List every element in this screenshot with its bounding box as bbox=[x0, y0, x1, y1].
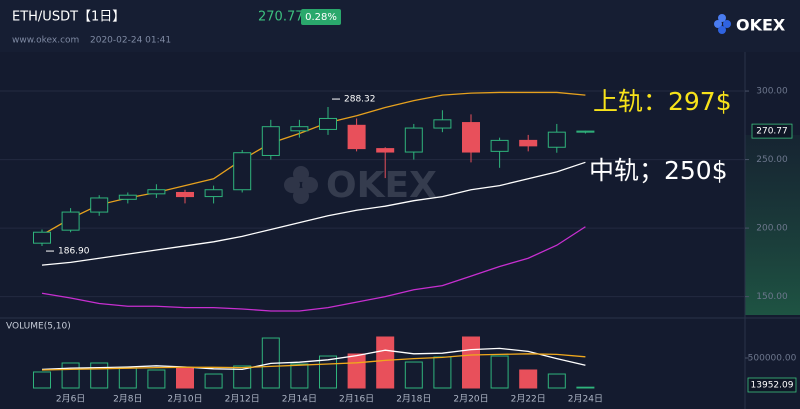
volume-bar bbox=[61, 362, 80, 389]
candle-body bbox=[261, 126, 280, 156]
volume-bar bbox=[118, 367, 137, 389]
min-label: 186.90 bbox=[58, 247, 90, 257]
line bbox=[41, 226, 586, 312]
candle-body bbox=[204, 189, 223, 198]
candle-body bbox=[376, 148, 395, 153]
price-tag-label: 270.77 bbox=[756, 127, 788, 137]
volume-bar bbox=[33, 371, 51, 389]
volume-bar bbox=[547, 373, 566, 389]
x-tick-label: 2月18日 bbox=[396, 394, 431, 405]
x-tick-label: 2月6日 bbox=[56, 394, 85, 405]
price-tag bbox=[751, 123, 793, 139]
volume-bar bbox=[376, 336, 395, 389]
candle-body bbox=[290, 126, 309, 132]
watermark-text: OKEX bbox=[326, 165, 437, 206]
volume-bar bbox=[404, 361, 423, 389]
candle-body bbox=[90, 197, 109, 213]
volume-title: VOLUME(5,10) bbox=[6, 322, 71, 332]
x-tick-label: 2月20日 bbox=[453, 394, 488, 405]
candle-body bbox=[61, 211, 80, 231]
axis-highlight bbox=[745, 135, 800, 315]
line bbox=[41, 161, 586, 266]
candle-body bbox=[147, 189, 166, 195]
symbol: ETH/USDT【1日】 bbox=[12, 10, 125, 25]
candle-body bbox=[33, 231, 51, 244]
x-tick-label: 2月12日 bbox=[225, 394, 260, 405]
candle-body bbox=[404, 127, 423, 153]
candle-body bbox=[547, 131, 566, 148]
brand: OKEX bbox=[736, 16, 786, 35]
volume-bar bbox=[519, 369, 538, 389]
header-bg bbox=[0, 0, 800, 52]
line bbox=[41, 347, 586, 371]
volume-tag bbox=[747, 377, 797, 393]
annotation: 中轨；250$ bbox=[589, 156, 728, 185]
volume-bar bbox=[462, 336, 480, 389]
candle-body bbox=[176, 191, 194, 198]
time: 2020-02-24 01:41 bbox=[90, 36, 171, 46]
watermark: OKEX bbox=[284, 165, 437, 206]
y-tick-label: 150.00 bbox=[756, 292, 788, 302]
candle-body bbox=[233, 152, 252, 191]
y-tick-label: 200.00 bbox=[756, 224, 788, 234]
price: 270.77 bbox=[258, 10, 304, 25]
line bbox=[41, 353, 586, 371]
volume-bar bbox=[90, 362, 109, 389]
volume-bar bbox=[176, 367, 194, 389]
candle-body bbox=[519, 139, 538, 147]
x-tick-label: 2月14日 bbox=[282, 394, 317, 405]
candle-body bbox=[347, 124, 366, 150]
candle-body bbox=[576, 130, 595, 133]
candle-body bbox=[490, 139, 509, 152]
volume-bar bbox=[433, 356, 452, 389]
volume-bar bbox=[290, 363, 309, 389]
volume-bar bbox=[147, 369, 166, 389]
x-tick-label: 2月16日 bbox=[339, 394, 374, 405]
x-tick-label: 2月22日 bbox=[511, 394, 546, 405]
y-tick-label: 250.00 bbox=[756, 155, 788, 165]
candle-body bbox=[433, 119, 452, 129]
volume-tag-label: 13952.09 bbox=[751, 381, 794, 391]
volume-bar bbox=[576, 386, 595, 389]
max-label: 288.32 bbox=[344, 95, 376, 105]
x-tick-label: 2月8日 bbox=[113, 394, 142, 405]
volume-bar bbox=[233, 365, 252, 389]
site: www.okex.com bbox=[12, 36, 79, 46]
x-tick-label: 2月10日 bbox=[167, 394, 202, 405]
change-badge bbox=[301, 9, 341, 25]
y-tick-label: 300.00 bbox=[756, 87, 788, 97]
y-tick-label: 500000.00 bbox=[748, 354, 797, 364]
candle-body bbox=[462, 122, 480, 153]
candle-body bbox=[319, 117, 337, 130]
annotation: 上轨：297$ bbox=[593, 87, 732, 116]
candle-body bbox=[118, 194, 137, 200]
change: 0.28% bbox=[305, 12, 337, 23]
logo bbox=[714, 14, 731, 34]
volume-bar bbox=[204, 373, 223, 389]
x-tick-label: 2月24日 bbox=[568, 394, 603, 405]
volume-bar bbox=[347, 353, 366, 389]
volume-bar bbox=[490, 355, 509, 389]
